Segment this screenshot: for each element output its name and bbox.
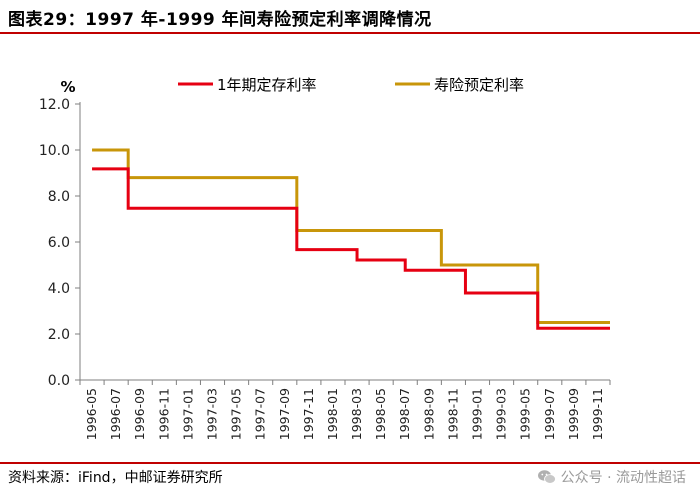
x-tick-label: 1999-07: [542, 388, 557, 440]
x-tick-label: 1999-03: [494, 388, 509, 440]
x-tick-label: 1999-05: [518, 388, 533, 440]
x-tick-label: 1998-09: [421, 388, 436, 440]
wechat-icon: [537, 470, 556, 484]
x-tick-label: 1998-11: [445, 388, 460, 440]
y-unit-label: %: [60, 78, 75, 96]
x-tick-label: 1997-07: [253, 388, 268, 440]
y-tick-label: 0.0: [48, 373, 70, 389]
y-tick-label: 4.0: [48, 281, 70, 297]
legend-label-insurance: 寿险预定利率: [434, 76, 524, 94]
x-tick-label: 1997-03: [205, 388, 220, 440]
x-tick-label: 1998-03: [349, 388, 364, 440]
x-tick-label: 1997-09: [277, 388, 292, 440]
figure-title: 图表29：1997 年-1999 年间寿险预定利率调降情况: [8, 10, 432, 30]
x-tick-label: 1998-05: [373, 388, 388, 440]
series-line-insurance-rate: [92, 148, 610, 324]
x-tick-label: 1999-11: [590, 388, 605, 440]
legend-label-deposit: 1年期定存利率: [217, 76, 317, 94]
chart-area: 0.0 2.0 4.0 6.0 8.0 10.0 12.0% 1996-05 1996-07 19…: [0, 34, 700, 462]
y-tick-label: 12.0: [39, 97, 70, 113]
y-tick-label: 2.0: [48, 327, 70, 343]
x-tick-label: 1997-11: [301, 388, 316, 440]
x-tick-label: 1997-05: [229, 388, 244, 440]
source-note: 资料来源：iFind，中邮证券研究所: [8, 470, 223, 486]
watermark: 公众号 · 流动性超话: [537, 467, 686, 487]
series-line-deposit-rate: [92, 167, 610, 330]
x-tick-label: 1996-09: [132, 388, 147, 440]
x-tick-label: 1996-07: [108, 388, 123, 440]
footer-rule: [0, 462, 700, 464]
x-tick-label: 1999-09: [566, 388, 581, 440]
y-tick-label: 10.0: [39, 143, 70, 159]
step-line-chart: 0.0 2.0 4.0 6.0 8.0 10.0 12.0% 1996-05 1996-07 19…: [39, 76, 611, 440]
watermark-text: 公众号 · 流动性超话: [560, 470, 686, 486]
x-tick-label: 1996-05: [84, 388, 99, 440]
y-tick-label: 8.0: [48, 189, 70, 205]
x-tick-label: 1997-01: [180, 388, 195, 440]
x-tick-label: 1998-07: [397, 388, 412, 440]
y-tick-label: 6.0: [48, 235, 70, 251]
figure-header: 图表29：1997 年-1999 年间寿险预定利率调降情况: [0, 0, 700, 34]
x-tick-label: 1999-01: [470, 388, 485, 440]
x-tick-label: 1996-11: [156, 388, 171, 440]
x-tick-label: 1998-01: [325, 388, 340, 440]
